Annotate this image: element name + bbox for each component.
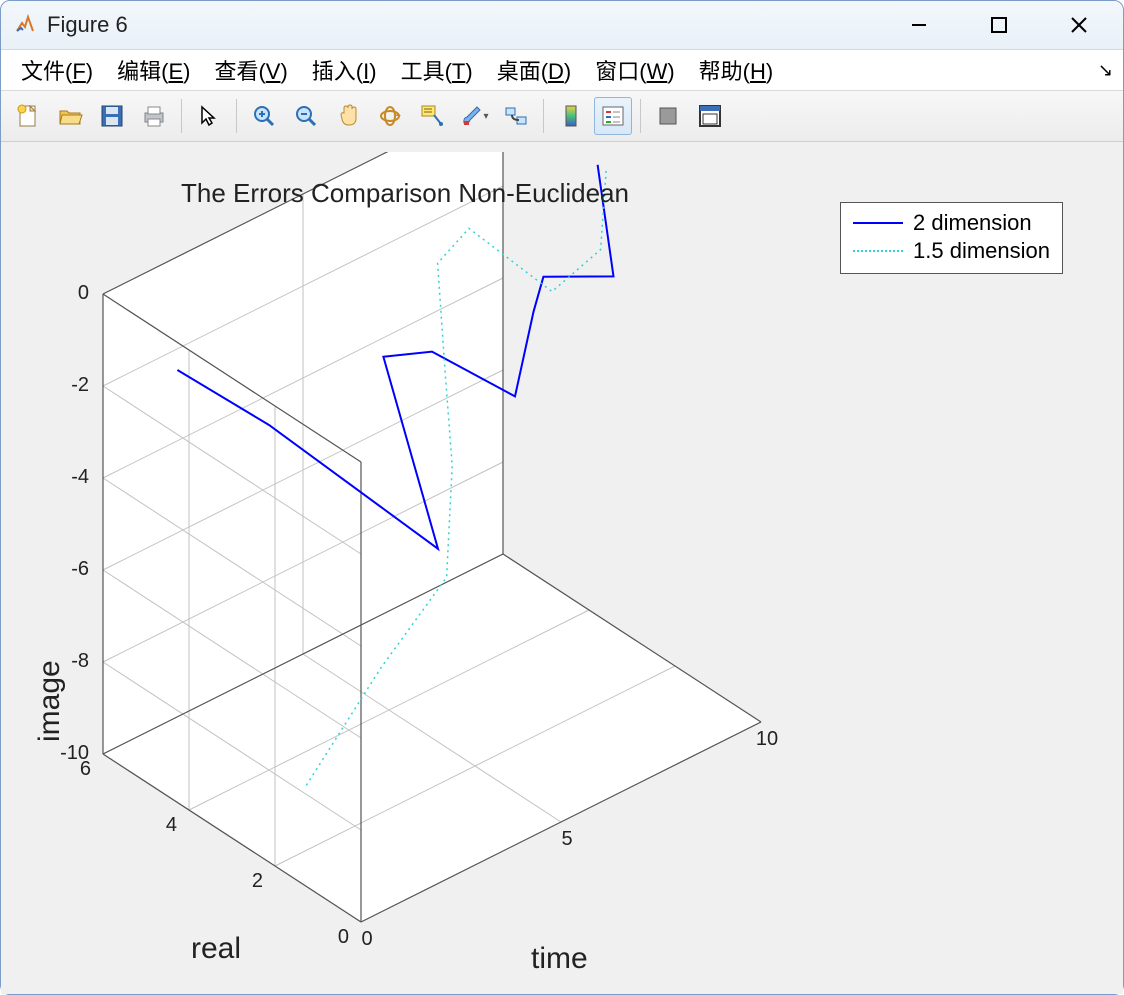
z-axis-label: image xyxy=(33,660,67,742)
toolbar-separator xyxy=(543,99,544,133)
tick-label: 10 xyxy=(756,728,778,751)
legend-label: 1.5 dimension xyxy=(913,238,1050,264)
menu-item-h[interactable]: 帮助(H) xyxy=(687,50,786,90)
menu-item-f[interactable]: 文件(F) xyxy=(9,50,105,90)
toolbar-separator xyxy=(640,99,641,133)
pointer-button[interactable] xyxy=(190,97,228,135)
tick-label: 0 xyxy=(78,282,89,305)
legend-item: 1.5 dimension xyxy=(853,237,1050,265)
window-title: Figure 6 xyxy=(47,12,128,38)
rotate-3d-button[interactable] xyxy=(371,97,409,135)
window-controls xyxy=(891,5,1117,45)
menu-item-i[interactable]: 插入(I) xyxy=(300,50,389,90)
figure-window: Figure 6 文件(F)编辑(E)查看(V)插入(I)工具(T)桌面(D)窗… xyxy=(0,0,1124,995)
tick-label: 0 xyxy=(361,928,372,951)
tick-label: -6 xyxy=(71,558,89,581)
tick-label: 6 xyxy=(80,758,91,781)
colorbar-button[interactable] xyxy=(552,97,590,135)
new-figure-button[interactable] xyxy=(9,97,47,135)
x-axis-label: time xyxy=(531,942,588,976)
chart-title: The Errors Comparison Non-Euclidean xyxy=(181,178,629,209)
zoom-out-button[interactable] xyxy=(287,97,325,135)
menu-item-e[interactable]: 编辑(E) xyxy=(105,50,202,90)
zoom-in-button[interactable] xyxy=(245,97,283,135)
menu-item-d[interactable]: 桌面(D) xyxy=(485,50,584,90)
tick-label: -8 xyxy=(71,650,89,673)
legend-button[interactable] xyxy=(594,97,632,135)
titlebar: Figure 6 xyxy=(1,1,1123,50)
dock-button[interactable] xyxy=(691,97,729,135)
print-button[interactable] xyxy=(135,97,173,135)
tick-label: 2 xyxy=(252,870,263,893)
close-button[interactable] xyxy=(1051,5,1107,45)
tick-label: -4 xyxy=(71,466,89,489)
open-button[interactable] xyxy=(51,97,89,135)
toolbar-separator xyxy=(236,99,237,133)
tick-label: 4 xyxy=(166,814,177,837)
matlab-icon xyxy=(13,13,37,37)
data-cursor-button[interactable] xyxy=(413,97,451,135)
toolbar: ▾ xyxy=(1,91,1123,142)
axes-3d[interactable]: The Errors Comparison Non-Euclidean imag… xyxy=(11,152,1113,984)
legend[interactable]: 2 dimension 1.5 dimension xyxy=(840,202,1063,274)
menu-item-w[interactable]: 窗口(W) xyxy=(583,50,686,90)
menubar: 文件(F)编辑(E)查看(V)插入(I)工具(T)桌面(D)窗口(W)帮助(H)… xyxy=(1,50,1123,91)
toolbar-separator xyxy=(181,99,182,133)
link-button[interactable] xyxy=(497,97,535,135)
axes-svg xyxy=(11,152,1111,992)
brush-button[interactable]: ▾ xyxy=(455,97,493,135)
menu-item-t[interactable]: 工具(T) xyxy=(389,50,485,90)
maximize-button[interactable] xyxy=(971,5,1027,45)
y-axis-label: real xyxy=(191,932,241,966)
minimize-button[interactable] xyxy=(891,5,947,45)
legend-item: 2 dimension xyxy=(853,209,1050,237)
legend-label: 2 dimension xyxy=(913,210,1032,236)
dock-arrow-icon[interactable]: ↘ xyxy=(1098,60,1113,81)
tick-label: 5 xyxy=(561,828,572,851)
pan-button[interactable] xyxy=(329,97,367,135)
hide-tools-button[interactable] xyxy=(649,97,687,135)
tick-label: 0 xyxy=(338,926,349,949)
legend-swatch-icon xyxy=(853,222,903,224)
legend-swatch-icon xyxy=(853,250,903,252)
tick-label: -2 xyxy=(71,374,89,397)
save-button[interactable] xyxy=(93,97,131,135)
plot-area[interactable]: The Errors Comparison Non-Euclidean imag… xyxy=(1,142,1123,994)
menu-item-v[interactable]: 查看(V) xyxy=(202,50,299,90)
